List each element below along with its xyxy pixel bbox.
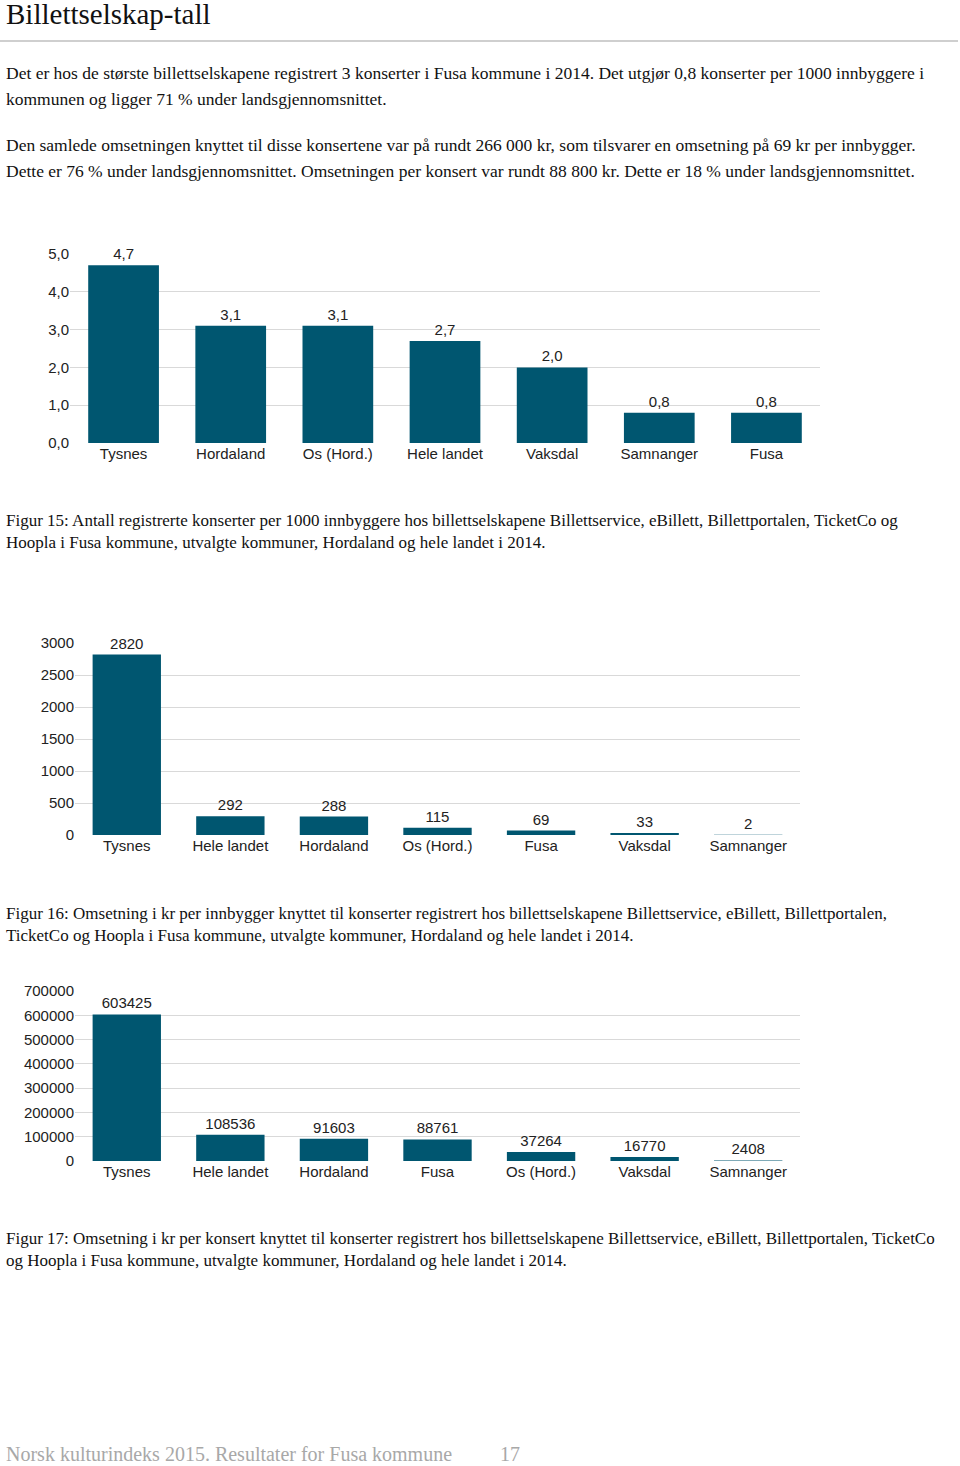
svg-text:292: 292 [218, 796, 243, 813]
svg-text:0,8: 0,8 [756, 393, 777, 410]
svg-text:Samnanger: Samnanger [709, 1163, 787, 1180]
svg-text:Os (Hord.): Os (Hord.) [402, 837, 472, 854]
svg-text:33: 33 [636, 813, 653, 830]
svg-text:100000: 100000 [24, 1128, 74, 1145]
svg-text:3,1: 3,1 [220, 306, 241, 323]
svg-text:1,0: 1,0 [48, 396, 69, 413]
svg-text:2,0: 2,0 [48, 359, 69, 376]
svg-text:500: 500 [49, 794, 74, 811]
svg-text:2,0: 2,0 [542, 347, 563, 364]
svg-text:1000: 1000 [41, 762, 74, 779]
svg-text:500000: 500000 [24, 1031, 74, 1048]
svg-text:Hordaland: Hordaland [299, 1163, 368, 1180]
svg-text:Samnanger: Samnanger [709, 837, 787, 854]
svg-text:Vaksdal: Vaksdal [619, 837, 671, 854]
svg-text:Fusa: Fusa [524, 837, 558, 854]
svg-text:3,1: 3,1 [327, 306, 348, 323]
svg-text:600000: 600000 [24, 1007, 74, 1024]
html-text:Figur 17: Omsetning i kr per k: Figur 17: Omsetning i kr per konsert kny… [6, 1229, 935, 1270]
svg-text:88761: 88761 [417, 1119, 459, 1136]
html-text:Norsk kulturindeks 2015. Resul: Norsk kulturindeks 2015. Resultater for … [6, 1443, 453, 1465]
svg-text:2500: 2500 [41, 666, 74, 683]
svg-text:Vaksdal: Vaksdal [526, 445, 578, 462]
svg-text:4,0: 4,0 [48, 283, 69, 300]
svg-text:115: 115 [426, 808, 450, 825]
svg-text:Vaksdal: Vaksdal [619, 1163, 671, 1180]
svg-text:Hele landet: Hele landet [192, 1163, 269, 1180]
svg-text:Samnanger: Samnanger [621, 445, 699, 462]
svg-text:2,7: 2,7 [435, 321, 456, 338]
svg-text:0,8: 0,8 [649, 393, 670, 410]
svg-text:5,0: 5,0 [48, 245, 69, 262]
svg-text:288: 288 [321, 797, 346, 814]
svg-text:Tysnes: Tysnes [103, 1163, 151, 1180]
svg-text:Fusa: Fusa [421, 1163, 455, 1180]
svg-text:3,0: 3,0 [48, 321, 69, 338]
html-text:Det er hos de største billetts: Det er hos de største billettselskapene … [6, 63, 925, 109]
svg-text:2000: 2000 [41, 698, 74, 715]
svg-text:3000: 3000 [41, 634, 74, 651]
svg-text:69: 69 [533, 811, 550, 828]
html-text:Den samlede omsetningen knytte: Den samlede omsetningen knyttet til diss… [6, 135, 916, 181]
svg-text:2408: 2408 [732, 1140, 765, 1157]
svg-text:300000: 300000 [24, 1079, 74, 1096]
svg-text:2: 2 [744, 815, 752, 832]
svg-text:Hordaland: Hordaland [299, 837, 368, 854]
svg-text:Tysnes: Tysnes [103, 837, 151, 854]
svg-text:Hordaland: Hordaland [196, 445, 265, 462]
svg-text:200000: 200000 [24, 1104, 74, 1121]
svg-text:108536: 108536 [205, 1115, 255, 1132]
svg-text:Fusa: Fusa [750, 445, 784, 462]
svg-text:91603: 91603 [313, 1119, 355, 1136]
html-text:Figur 15: Antall registrerte k: Figur 15: Antall registrerte konserter p… [6, 511, 898, 552]
html-text:Figur 16: Omsetning i kr per i: Figur 16: Omsetning i kr per innbygger k… [6, 904, 887, 945]
svg-text:Hele landet: Hele landet [407, 445, 484, 462]
svg-text:700000: 700000 [24, 982, 74, 999]
html-text:17: 17 [500, 1443, 521, 1465]
svg-text:16770: 16770 [624, 1137, 666, 1154]
svg-text:Os (Hord.): Os (Hord.) [506, 1163, 576, 1180]
svg-text:37264: 37264 [520, 1132, 562, 1149]
svg-text:0: 0 [66, 1152, 74, 1169]
svg-text:2820: 2820 [110, 635, 143, 652]
svg-text:4,7: 4,7 [113, 245, 134, 262]
svg-text:0: 0 [66, 826, 74, 843]
svg-text:Tysnes: Tysnes [100, 445, 148, 462]
svg-text:Hele landet: Hele landet [192, 837, 269, 854]
svg-text:Os (Hord.): Os (Hord.) [303, 445, 373, 462]
svg-text:1500: 1500 [41, 730, 74, 747]
svg-text:0,0: 0,0 [48, 434, 69, 451]
svg-text:603425: 603425 [102, 994, 152, 1011]
svg-text:400000: 400000 [24, 1055, 74, 1072]
